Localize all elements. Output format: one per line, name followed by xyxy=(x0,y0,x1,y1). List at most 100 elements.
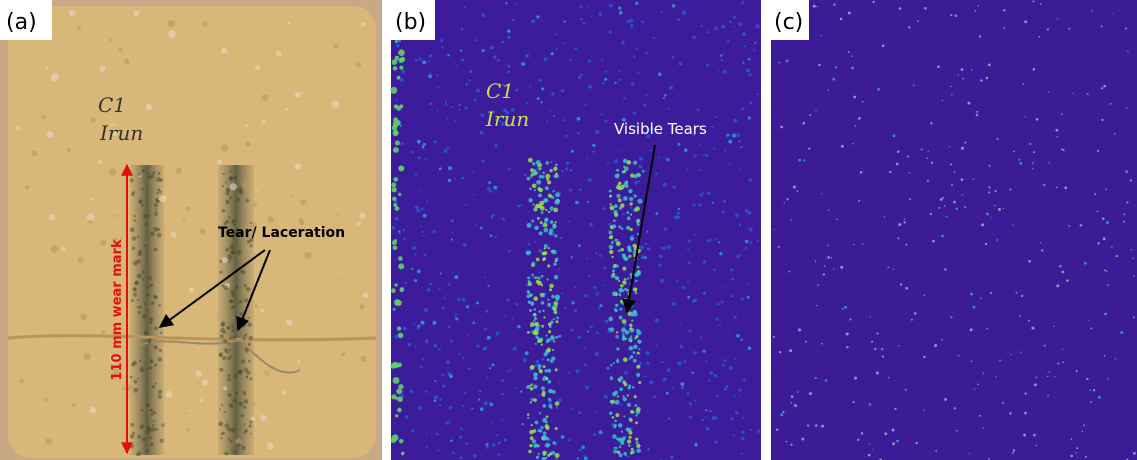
speckle xyxy=(223,411,226,414)
speckle xyxy=(405,415,409,419)
speckle xyxy=(790,395,794,398)
speckle xyxy=(230,428,236,433)
speckle xyxy=(641,20,645,24)
speckle xyxy=(142,437,147,442)
speckle xyxy=(742,61,745,64)
speckle xyxy=(229,176,234,181)
speckle xyxy=(635,437,639,441)
speckle xyxy=(399,65,404,70)
speckle xyxy=(413,322,416,325)
speckle xyxy=(1055,186,1058,189)
speckle xyxy=(137,173,141,177)
speckle xyxy=(608,230,613,235)
speckle xyxy=(16,126,20,131)
speckle xyxy=(616,238,619,242)
speckle xyxy=(491,213,495,217)
speckle xyxy=(628,384,632,388)
speckle xyxy=(486,335,491,340)
speckle xyxy=(152,227,158,232)
speckle xyxy=(792,185,796,189)
speckle xyxy=(242,336,246,341)
speckle xyxy=(531,19,536,24)
speckle xyxy=(541,324,544,328)
speckle xyxy=(399,166,403,171)
speckle xyxy=(1046,28,1050,31)
speckle xyxy=(1055,128,1059,132)
speckle xyxy=(448,405,453,410)
speckle xyxy=(245,124,249,128)
speckle xyxy=(46,131,54,139)
speckle xyxy=(622,212,625,216)
speckle xyxy=(220,403,224,406)
speckle xyxy=(566,161,570,165)
speckle xyxy=(554,221,557,224)
speckle xyxy=(492,443,496,447)
speckle xyxy=(1024,411,1027,415)
speckle xyxy=(414,58,418,62)
speckle xyxy=(146,428,152,433)
speckle xyxy=(479,130,484,135)
speckle xyxy=(247,316,250,319)
speckle xyxy=(548,397,552,401)
speckle xyxy=(698,203,702,207)
speckle xyxy=(722,363,725,367)
speckle xyxy=(88,220,92,224)
speckle xyxy=(530,168,535,173)
speckle xyxy=(738,388,742,392)
speckle xyxy=(549,206,554,211)
speckle xyxy=(395,364,400,368)
speckle xyxy=(421,145,425,149)
speckle xyxy=(526,222,532,228)
speckle xyxy=(877,87,880,91)
speckle xyxy=(1047,91,1050,94)
speckle xyxy=(709,238,713,242)
speckle xyxy=(1068,27,1071,30)
speckle xyxy=(840,265,844,269)
speckle xyxy=(540,101,543,104)
speckle xyxy=(245,286,251,292)
speckle xyxy=(131,246,136,250)
speckle xyxy=(231,336,237,341)
speckle xyxy=(622,158,628,164)
speckle xyxy=(143,302,146,305)
speckle xyxy=(814,260,817,263)
speckle xyxy=(904,388,907,392)
speckle xyxy=(869,316,871,318)
speckle xyxy=(529,187,532,190)
speckle xyxy=(464,106,468,110)
speckle xyxy=(546,451,549,453)
speckle xyxy=(671,4,676,8)
speckle xyxy=(226,325,231,330)
speckle xyxy=(727,39,730,43)
speckle xyxy=(592,150,595,153)
speckle xyxy=(1009,188,1012,191)
speckle xyxy=(554,173,559,179)
speckle xyxy=(237,230,242,235)
speckle xyxy=(538,174,543,179)
speckle xyxy=(395,414,399,418)
speckle xyxy=(964,206,967,209)
speckle xyxy=(569,168,573,172)
speckle xyxy=(109,38,113,42)
speckle xyxy=(987,63,991,67)
speckle xyxy=(618,225,622,229)
speckle xyxy=(480,113,485,118)
speckle xyxy=(748,178,753,182)
speckle xyxy=(483,401,488,406)
speckle xyxy=(960,178,964,181)
speckle xyxy=(624,330,630,335)
speckle xyxy=(547,193,552,198)
speckle xyxy=(923,355,926,359)
speckle xyxy=(538,271,541,274)
speckle xyxy=(957,74,960,76)
speckle xyxy=(638,361,642,365)
speckle xyxy=(899,283,903,286)
speckle xyxy=(317,225,322,230)
speckle xyxy=(622,170,626,174)
speckle xyxy=(554,427,558,430)
speckle xyxy=(622,280,625,284)
speckle xyxy=(633,194,637,198)
speckle xyxy=(479,226,483,230)
speckle xyxy=(356,222,361,227)
speckle xyxy=(970,69,973,71)
